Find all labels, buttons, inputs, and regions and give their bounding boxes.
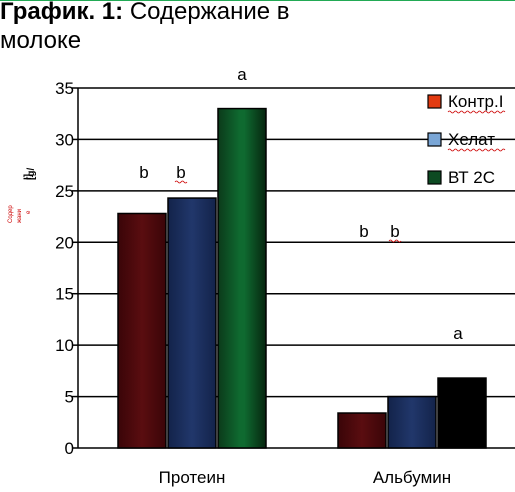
y-tick-label-10: 10 xyxy=(55,336,74,355)
annotation-3: b xyxy=(359,222,368,241)
y-label-fragment-5: l] xyxy=(23,174,34,180)
y-tick-label-35: 35 xyxy=(55,79,74,98)
legend-swatch-2 xyxy=(427,170,442,185)
legend: Контр.I Хелат ВТ 2С xyxy=(427,92,506,187)
annotation-4: b xyxy=(390,222,399,241)
y-axis: 0 5 10 15 20 25 30 35 xyxy=(55,79,79,458)
annotation-0: a xyxy=(237,65,247,84)
y-tick-label-20: 20 xyxy=(55,233,74,252)
y-label-fragment-2: жани xyxy=(17,209,23,223)
y-tick-label-25: 25 xyxy=(55,182,74,201)
bar-Альбумин-Хелат xyxy=(387,395,437,449)
y-tick-label-15: 15 xyxy=(55,285,74,304)
y-tick-label-5: 5 xyxy=(65,388,74,407)
bars xyxy=(117,107,487,449)
y-label-fragment-4: [g/ xyxy=(26,168,37,180)
title-text-part2: молоке xyxy=(0,27,82,54)
y-label-fragment-1: Содер xyxy=(8,205,14,223)
bar-Протеин-Хелат xyxy=(167,197,217,449)
legend-swatch-1 xyxy=(427,132,442,147)
title-text-part1: Содержание в xyxy=(129,0,290,25)
bar-Протеин-Контр.I xyxy=(117,212,167,449)
title-prefix: График xyxy=(0,0,89,25)
category-labels: Протеин Альбумин xyxy=(159,468,452,487)
y-tick-label-30: 30 xyxy=(55,130,74,149)
x-tick-label-Протеин: Протеин xyxy=(159,468,226,487)
y-axis-label: Содер жани е [g/l] xyxy=(8,168,37,223)
title-number: . 1: xyxy=(88,0,124,25)
y-label-fragment-3: е xyxy=(26,210,32,214)
y-tick-label-0: 0 xyxy=(65,439,74,458)
annotation-5: a xyxy=(453,324,463,343)
bar-Альбумин-ВТ 2С xyxy=(437,377,487,449)
spellcheck-underline-2 xyxy=(174,180,188,184)
annotation-2: b xyxy=(176,163,185,182)
legend-label-0: Контр.I xyxy=(448,92,503,111)
legend-underline-0 xyxy=(447,110,506,114)
bar-Альбумин-Контр.I xyxy=(337,412,387,449)
x-tick-label-Альбумин: Альбумин xyxy=(373,468,451,487)
spellcheck-underline-4 xyxy=(388,239,402,243)
chart-title: График. 1: Содержание в молоке xyxy=(0,0,290,55)
top-border xyxy=(0,0,515,1)
bar-Протеин-ВТ 2С xyxy=(217,107,267,449)
legend-label-1: Хелат xyxy=(448,130,495,149)
legend-label-2: ВТ 2С xyxy=(448,168,495,187)
legend-underline-1 xyxy=(447,148,506,152)
legend-swatch-0 xyxy=(427,94,442,109)
annotations: a b b b b a xyxy=(139,65,463,343)
annotation-1: b xyxy=(139,163,148,182)
